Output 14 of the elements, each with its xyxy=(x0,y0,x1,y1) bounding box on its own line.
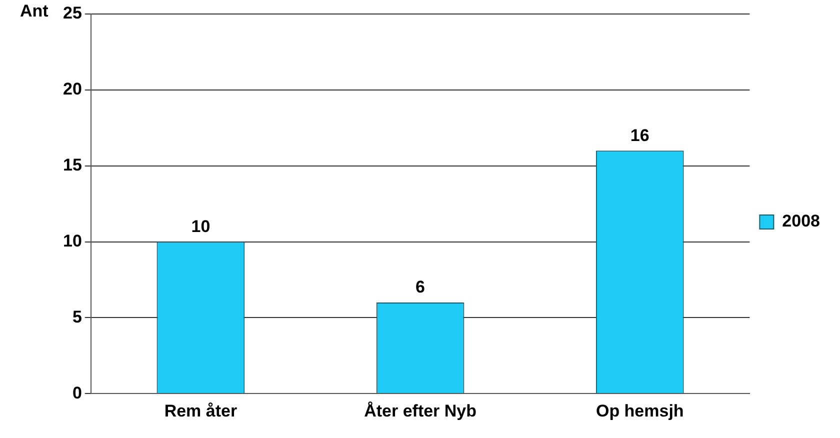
y-tick-label: 15 xyxy=(62,156,82,175)
data-label: 10 xyxy=(191,216,210,236)
data-label: 16 xyxy=(630,126,650,145)
y-tick-label: 25 xyxy=(62,4,82,23)
y-tick-label: 0 xyxy=(72,383,82,402)
y-tick-label: 10 xyxy=(62,231,82,250)
x-tick-label: Åter efter Nyb xyxy=(364,401,477,420)
y-tick-label: 20 xyxy=(62,80,82,99)
data-label: 6 xyxy=(416,278,426,297)
x-tick-label: Rem åter xyxy=(164,401,238,420)
y-tick-label: 5 xyxy=(72,307,82,326)
y-axis-title: Ant xyxy=(20,2,49,21)
legend-label: 2008 xyxy=(782,212,820,231)
x-tick-label: Op hemsjh xyxy=(596,401,684,420)
